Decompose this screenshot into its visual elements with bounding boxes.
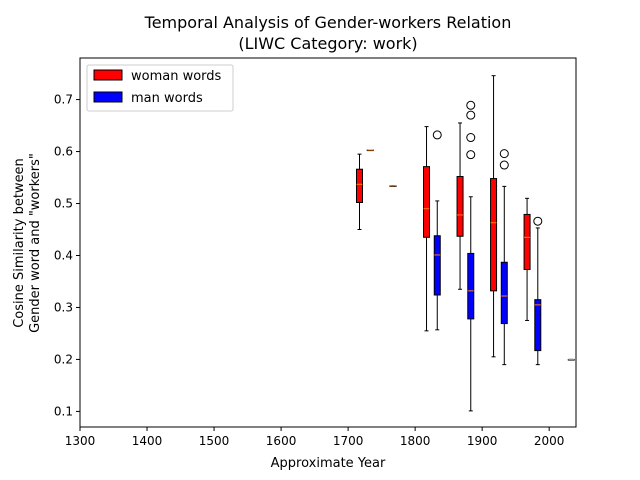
box-woman-words <box>356 153 364 231</box>
box-body <box>534 299 542 352</box>
legend: woman words man words <box>86 64 234 112</box>
box-outlier <box>466 150 476 160</box>
y-tick-label: 0.2 <box>54 352 73 366</box>
box-man-words <box>466 100 476 412</box>
box-outlier <box>499 160 509 170</box>
y-axis-label-line2: Gender word and "workers" <box>28 153 43 333</box>
x-axis-label: Approximate Year <box>271 456 386 471</box>
box-body <box>423 166 431 238</box>
x-tick-label: 1600 <box>266 434 297 448</box>
legend-swatch-woman <box>93 69 123 81</box>
box-body <box>500 261 508 325</box>
axes-frame <box>79 57 577 428</box>
legend-label-woman: woman words <box>131 69 222 84</box>
box-man-words <box>533 216 543 366</box>
x-tick-label: 1500 <box>199 434 230 448</box>
plot-area: 1300 1400 1500 1600 1700 1800 1900 2000 0.10.20… <box>54 57 577 448</box>
box-outlier <box>466 133 476 143</box>
y-tick-label: 0.1 <box>54 404 73 418</box>
chart-subtitle: (LIWC Category: work) <box>238 34 417 53</box>
box-woman-words <box>456 122 464 290</box>
box-man-words <box>389 185 397 187</box>
box-body <box>523 213 531 271</box>
y-tick-label: 0.7 <box>54 93 73 107</box>
box-body <box>433 235 441 296</box>
y-tick-label: 0.4 <box>54 248 73 262</box>
box-woman-words <box>490 75 498 358</box>
legend-swatch-man <box>93 91 123 103</box>
box-body <box>467 252 475 320</box>
y-tick-label: 0.6 <box>54 145 73 159</box>
x-tick-label: 1300 <box>65 434 96 448</box>
y-tick-label: 0.3 <box>54 300 73 314</box>
y-axis-label-line1: Cosine Similarity between <box>12 158 27 328</box>
box-outlier <box>499 149 509 159</box>
x-tick-label: 1400 <box>132 434 163 448</box>
x-tick-label: 1800 <box>400 434 431 448</box>
box-man-words <box>499 149 509 366</box>
box-outlier <box>533 216 543 226</box>
box-outlier <box>466 100 476 110</box>
x-tick-label: 1700 <box>333 434 364 448</box>
x-tick-label: 2000 <box>534 434 565 448</box>
box-outlier <box>432 130 442 140</box>
box-series <box>356 75 575 412</box>
box-man-words <box>567 358 575 361</box>
box-woman-words <box>366 149 374 152</box>
x-tick-label: 1900 <box>467 434 498 448</box>
box-outlier <box>466 110 476 120</box>
box-woman-words <box>523 197 531 321</box>
y-axis-ticks: 0.1 0.2 0.3 0.4 0.5 0.6 0.7 <box>54 93 80 418</box>
box-body <box>490 178 498 292</box>
box-body <box>356 168 364 203</box>
box-woman-words <box>423 126 431 332</box>
y-tick-label: 0.5 <box>54 197 73 211</box>
chart-title: Temporal Analysis of Gender-workers Rela… <box>144 13 512 32</box>
box-man-words <box>432 130 442 331</box>
x-axis-ticks: 1300 1400 1500 1600 1700 1800 1900 2000 <box>65 427 565 448</box>
legend-frame <box>86 64 234 112</box>
legend-label-man: man words <box>131 91 203 106</box>
box-body <box>456 175 464 237</box>
